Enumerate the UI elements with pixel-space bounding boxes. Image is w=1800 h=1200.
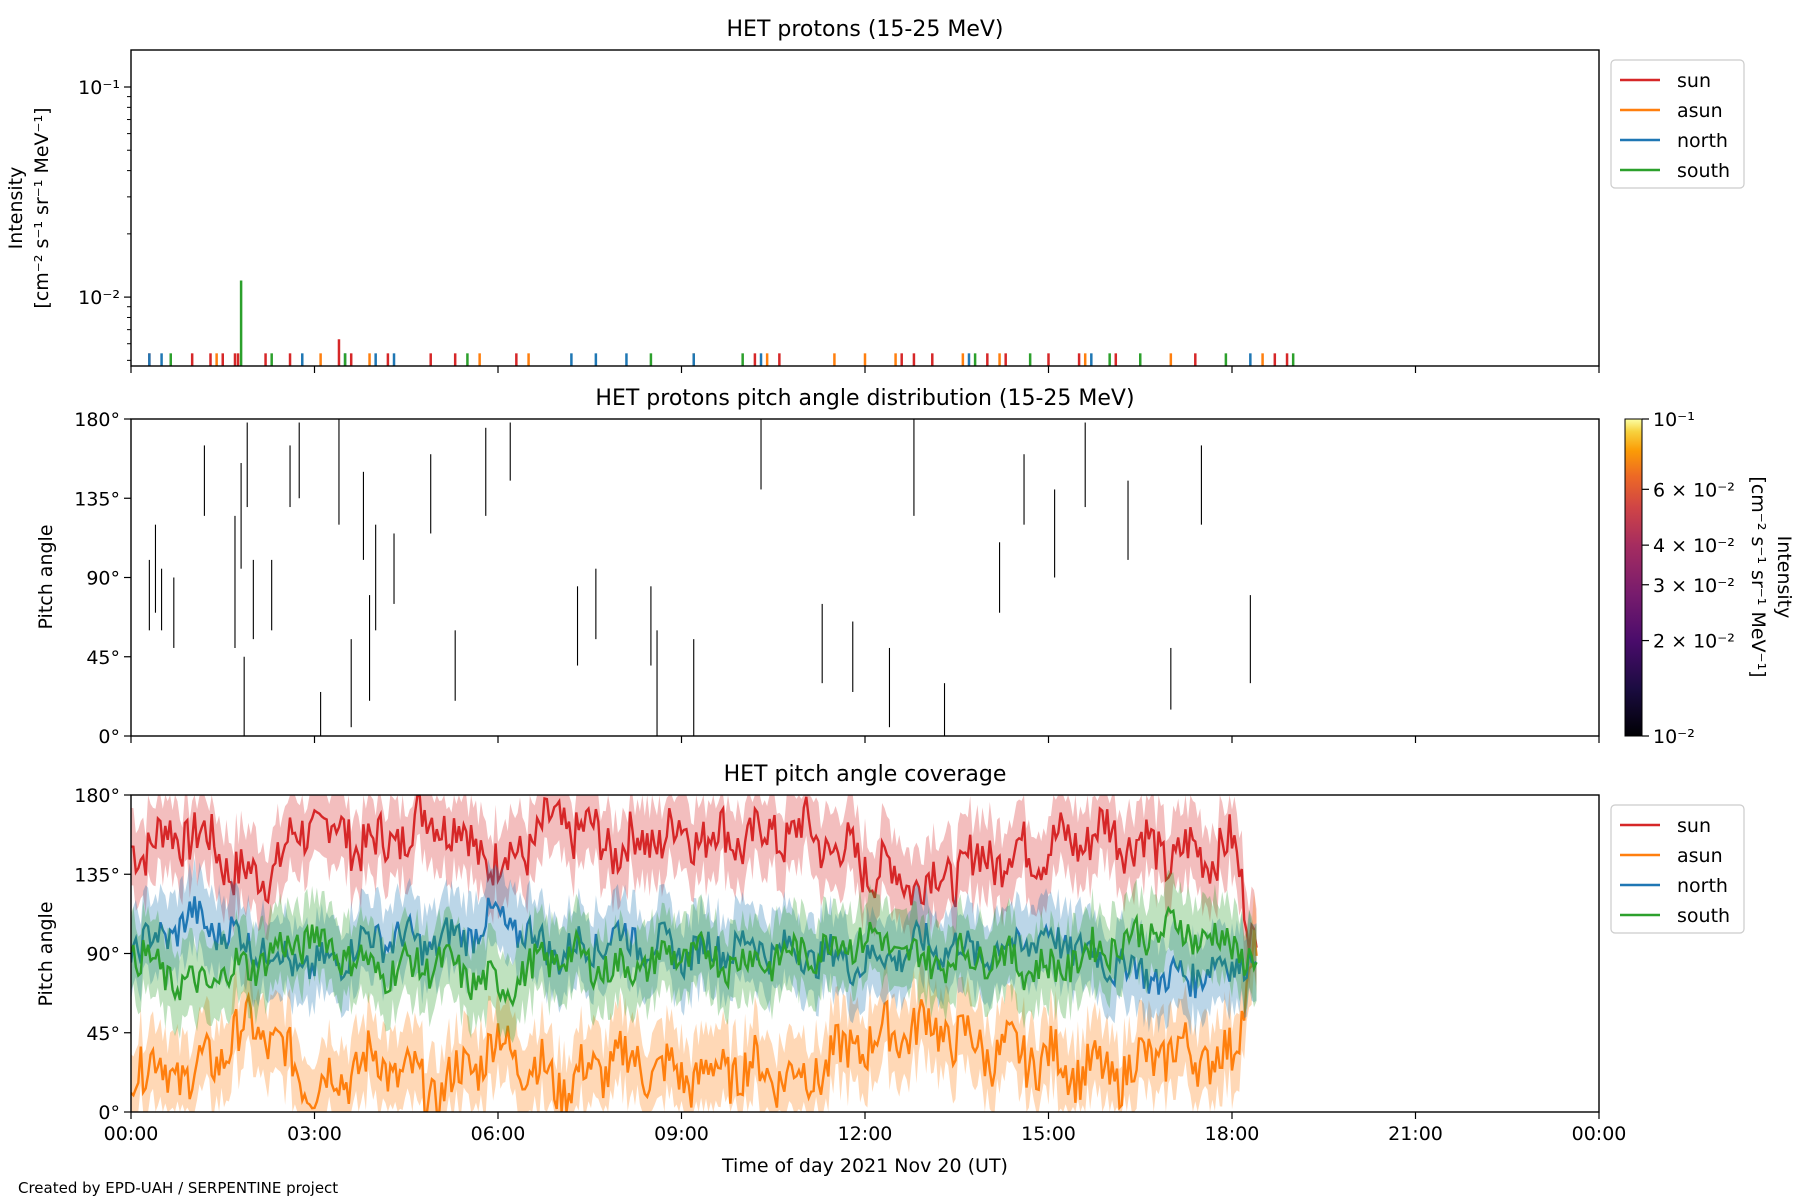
coverage-panel: HET pitch angle coverage 0° 45° 90° 135° 180… — [35, 762, 1745, 1177]
coverage-y-tick-label: 0° — [98, 1102, 120, 1124]
coverage-y-tick-label: 180° — [74, 785, 120, 807]
coverage-plot — [131, 795, 1258, 1112]
intensity-legend-label-sun: sun — [1677, 70, 1711, 92]
pad-y-tick-label: 90° — [86, 568, 120, 590]
intensity-axes-frame — [130, 49, 1600, 367]
coverage-legend-label-sun: sun — [1677, 815, 1711, 837]
intensity-y-tick-label: 10⁻² — [78, 287, 120, 309]
coverage-y-tick-label: 90° — [86, 944, 120, 966]
coverage-legend-frame — [1610, 804, 1745, 934]
coverage-legend-label-south: south — [1677, 905, 1730, 927]
colorbar — [1624, 418, 1643, 737]
coverage-title: HET pitch angle coverage — [724, 762, 1007, 787]
x-tick-label: 00:00 — [1572, 1123, 1627, 1145]
coverage-line-asun — [131, 930, 1258, 1112]
intensity-legend-label-south: south — [1677, 160, 1730, 182]
coverage-line-south — [131, 905, 1258, 1008]
x-tick-label: 09:00 — [654, 1123, 709, 1145]
pad-y-ticks: 0° 45° 90° 135° 180° — [74, 409, 131, 748]
intensity-x-ticks — [130, 366, 1600, 373]
coverage-ylabel: Pitch angle — [35, 901, 57, 1006]
intensity-title: HET protons (15-25 MeV) — [727, 17, 1004, 42]
intensity-ylabel-line1: Intensity — [5, 167, 27, 250]
intensity-bars — [148, 280, 1295, 366]
pad-segments — [148, 419, 1251, 736]
colorbar-label-line1: Intensity — [1773, 536, 1795, 619]
intensity-legend: sun asun north south — [1610, 59, 1745, 189]
x-tick-label: 00:00 — [104, 1123, 159, 1145]
colorbar-tick-label: 10⁻¹ — [1653, 409, 1695, 431]
coverage-line-north — [131, 896, 1258, 999]
coverage-y-tick-label: 135° — [74, 864, 120, 886]
coverage-line-sun — [131, 795, 1258, 951]
colorbar-tick-label: 2 × 10⁻² — [1653, 631, 1735, 653]
intensity-panel: HET protons (15-25 MeV) 10⁻¹ 10⁻² Intensi… — [5, 17, 1745, 373]
colorbar-tick-label: 10⁻² — [1653, 726, 1695, 748]
coverage-legend: sun asun north south — [1610, 804, 1745, 934]
x-tick-label: 21:00 — [1388, 1123, 1443, 1145]
x-tick-label: 06:00 — [471, 1123, 526, 1145]
intensity-legend-label-asun: asun — [1677, 100, 1723, 122]
pad-y-tick-label: 0° — [98, 726, 120, 748]
pad-y-tick-label: 45° — [86, 647, 120, 669]
intensity-y-ticks: 10⁻¹ 10⁻² — [78, 77, 131, 361]
intensity-y-tick-label: 10⁻¹ — [78, 77, 120, 99]
pad-y-tick-label: 180° — [74, 409, 120, 431]
x-axis-label: Time of day 2021 Nov 20 (UT) — [721, 1155, 1008, 1177]
x-tick-label: 18:00 — [1205, 1123, 1260, 1145]
pad-panel: HET protons pitch angle distribution (15… — [35, 386, 1795, 748]
coverage-x-ticks: 00:00 03:00 06:00 09:00 12:00 15:00 18:00 21:00… — [104, 1112, 1627, 1145]
intensity-legend-frame — [1610, 59, 1745, 189]
pad-y-tick-label: 135° — [74, 488, 120, 510]
colorbar-label-line2: [cm⁻² s⁻¹ sr⁻¹ MeV⁻¹] — [1747, 476, 1769, 677]
coverage-band-south — [131, 869, 1257, 1043]
coverage-legend-label-north: north — [1677, 875, 1728, 897]
colorbar-tick-label: 6 × 10⁻² — [1653, 479, 1735, 501]
pad-ylabel: Pitch angle — [35, 524, 57, 629]
coverage-y-tick-label: 45° — [86, 1023, 120, 1045]
colorbar-tick-label: 3 × 10⁻² — [1653, 575, 1735, 597]
colorbar-tick-label: 4 × 10⁻² — [1653, 535, 1735, 557]
pad-x-ticks — [130, 736, 1600, 743]
intensity-ylabel-line2: [cm⁻² s⁻¹ sr⁻¹ MeV⁻¹] — [31, 107, 53, 308]
x-tick-label: 03:00 — [287, 1123, 342, 1145]
credit-footer: Created by EPD-UAH / SERPENTINE project — [18, 1179, 338, 1197]
pad-title: HET protons pitch angle distribution (15… — [595, 386, 1134, 411]
coverage-band-asun — [131, 891, 1257, 1112]
coverage-y-ticks: 0° 45° 90° 135° 180° — [74, 785, 131, 1124]
colorbar-ticks: 10⁻¹ 6 × 10⁻² 4 × 10⁻² 3 × 10⁻² 2 × 10⁻² 10⁻² — [1642, 409, 1735, 748]
coverage-legend-label-asun: asun — [1677, 845, 1723, 867]
x-tick-label: 12:00 — [838, 1123, 893, 1145]
x-tick-label: 15:00 — [1021, 1123, 1076, 1145]
intensity-legend-label-north: north — [1677, 130, 1728, 152]
